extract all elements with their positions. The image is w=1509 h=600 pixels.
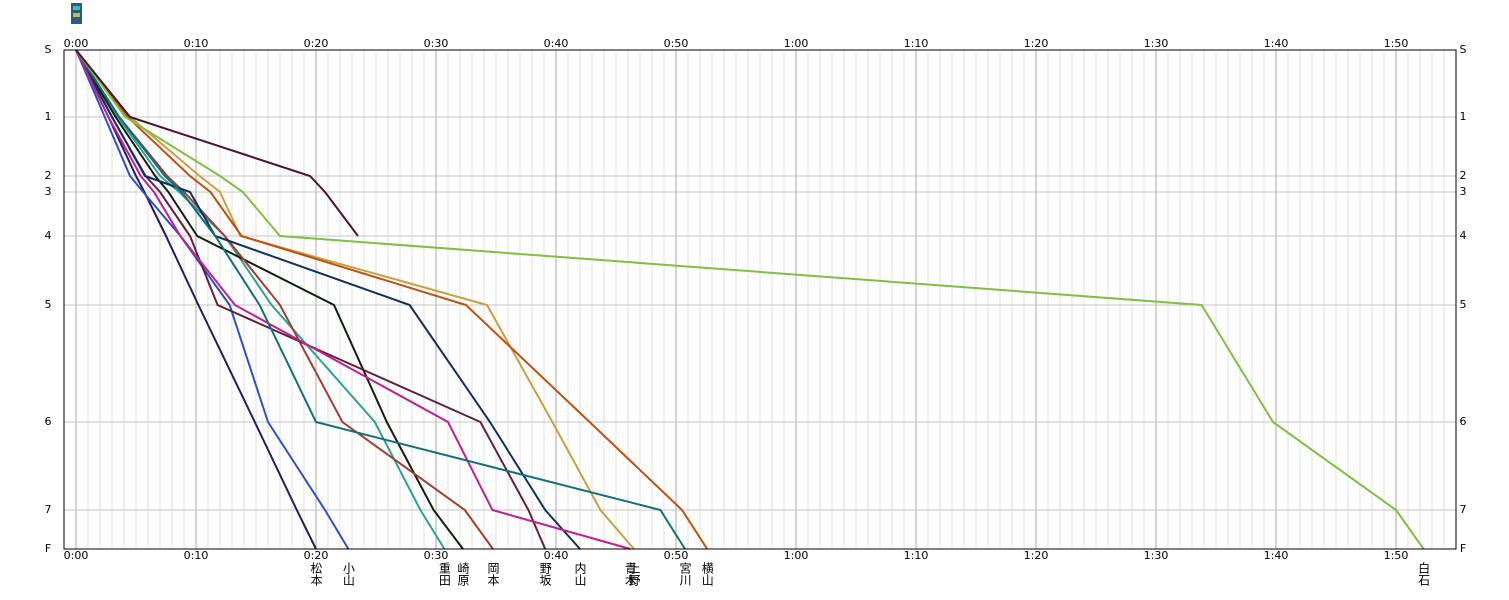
- y-tick-label-right: 7: [1460, 503, 1467, 516]
- series-name: 松本: [309, 562, 323, 587]
- x-tick-label-bottom: 1:00: [784, 549, 809, 562]
- series-name: 内山: [573, 562, 587, 586]
- series-name: 小山: [341, 562, 355, 586]
- x-tick-label-top: 1:20: [1024, 37, 1049, 50]
- series-name: 重田: [437, 562, 451, 586]
- series-line: [75, 49, 631, 550]
- y-tick-label-right: 5: [1460, 298, 1467, 311]
- y-tick-label-right: 6: [1460, 415, 1467, 428]
- series-name: 岡本: [486, 562, 500, 587]
- x-tick-label-top: 1:50: [1384, 37, 1409, 50]
- x-tick-label-bottom: 0:20: [304, 549, 329, 562]
- grid: [63, 49, 1457, 550]
- y-tick-label-right: F: [1460, 542, 1466, 555]
- series-line: [75, 49, 446, 550]
- x-tick-label-top: 0:10: [184, 37, 209, 50]
- labels: 0:00 0:00 0:10 0:10 0:20 0:20 0:30 0:30 0:40 0:40…: [45, 37, 1467, 587]
- x-tick-label-bottom: 0:00: [64, 549, 89, 562]
- x-tick-label-bottom: 0:10: [184, 549, 209, 562]
- y-tick-label-left: S: [45, 43, 52, 56]
- series-name: 白石: [1417, 561, 1431, 586]
- y-tick-label-right: 1: [1460, 110, 1467, 123]
- x-tick-label-bottom: 1:20: [1024, 549, 1049, 562]
- x-tick-label-top: 1:30: [1144, 37, 1169, 50]
- y-tick-label-right: 4: [1460, 229, 1467, 242]
- x-tick-label-bottom: 0:30: [424, 549, 449, 562]
- series-line: [75, 49, 464, 550]
- x-tick-label-bottom: 0:50: [664, 549, 689, 562]
- x-tick-label-top: 0:20: [304, 37, 329, 50]
- series-name: 上野: [627, 562, 641, 586]
- series-line: [75, 49, 359, 237]
- app-icon-detail: [73, 6, 80, 10]
- y-tick-label-left: 2: [45, 169, 52, 182]
- x-tick-label-top: 1:00: [784, 37, 809, 50]
- y-tick-label-left: 7: [45, 503, 52, 516]
- series-line: [75, 49, 317, 550]
- series-name: 野坂: [538, 562, 552, 587]
- y-tick-label-left: 4: [45, 229, 52, 242]
- x-tick-label-bottom: 1:10: [904, 549, 929, 562]
- x-tick-label-top: 0:50: [664, 37, 689, 50]
- series-name: 宮川: [678, 561, 692, 586]
- y-tick-label-left: 3: [45, 185, 52, 198]
- y-tick-label-left: 6: [45, 415, 52, 428]
- x-tick-label-top: 0:00: [64, 37, 89, 50]
- series-line: [75, 49, 1425, 550]
- series-name: 横山: [700, 562, 714, 586]
- app-icon-detail: [73, 13, 80, 17]
- series-line: [75, 49, 686, 550]
- y-tick-label-right: 3: [1460, 185, 1467, 198]
- lines: [75, 49, 1425, 550]
- x-tick-label-top: 1:10: [904, 37, 929, 50]
- y-tick-label-right: 2: [1460, 169, 1467, 182]
- x-tick-label-bottom: 1:50: [1384, 549, 1409, 562]
- series-name: 崎原: [456, 562, 470, 586]
- series-name: 青木: [623, 562, 637, 586]
- x-tick-label-bottom: 1:30: [1144, 549, 1169, 562]
- y-tick-label-left: 1: [45, 110, 52, 123]
- y-tick-label-left: 5: [45, 298, 52, 311]
- y-tick-label-left: F: [45, 542, 51, 555]
- x-tick-label-bottom: 1:40: [1264, 549, 1289, 562]
- x-tick-label-top: 0:30: [424, 37, 449, 50]
- series-line: [75, 49, 709, 550]
- x-tick-label-top: 1:40: [1264, 37, 1289, 50]
- plot-frame: [63, 49, 1457, 550]
- x-tick-label-bottom: 0:40: [544, 549, 569, 562]
- x-tick-label-top: 0:40: [544, 37, 569, 50]
- y-tick-label-right: S: [1460, 43, 1467, 56]
